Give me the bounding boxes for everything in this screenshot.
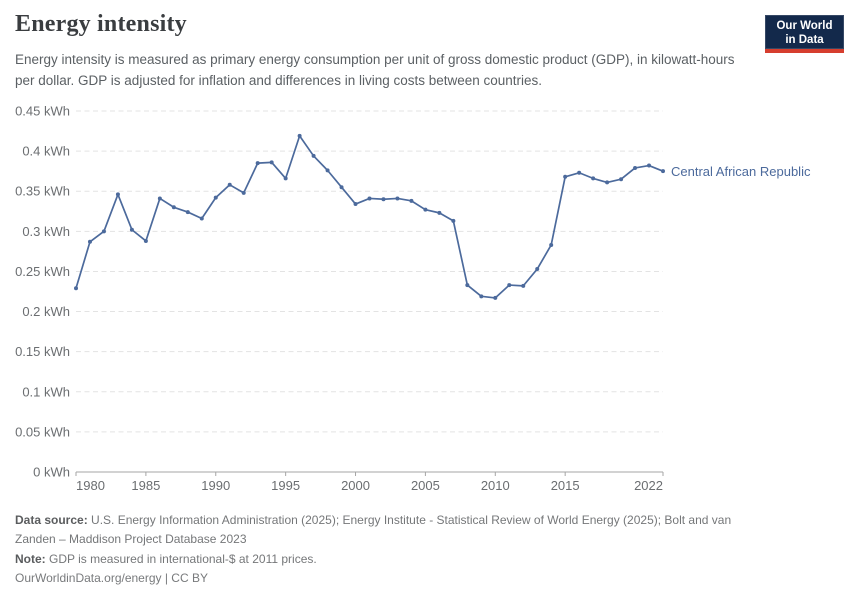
license-link[interactable]: OurWorldinData.org/energy | CC BY: [15, 571, 208, 586]
note-label: Note:: [15, 551, 46, 566]
y-axis-tick-labels: 0 kWh 0.05 kWh 0.1 kWh 0.15 kWh 0.2 kWh 0.25 …: [15, 104, 70, 480]
svg-text:0.4 kWh: 0.4 kWh: [22, 144, 70, 159]
svg-text:0 kWh: 0 kWh: [33, 465, 70, 480]
logo-line-2: in Data: [785, 33, 824, 46]
svg-text:0.45 kWh: 0.45 kWh: [15, 104, 70, 119]
data-source-text: U.S. Energy Information Administration (…: [15, 513, 732, 547]
svg-text:1995: 1995: [271, 478, 300, 493]
svg-text:0.2 kWh: 0.2 kWh: [22, 304, 70, 319]
svg-text:1985: 1985: [131, 478, 160, 493]
svg-text:0.25 kWh: 0.25 kWh: [15, 264, 70, 279]
svg-text:0.3 kWh: 0.3 kWh: [22, 224, 70, 239]
note-line: Note: GDP is measured in international-$…: [15, 550, 775, 569]
series-label-central-african-republic[interactable]: Central African Republic: [671, 164, 811, 179]
svg-text:2010: 2010: [481, 478, 510, 493]
note-text: GDP is measured in international-$ at 20…: [45, 551, 317, 566]
series-central-african-republic[interactable]: [74, 133, 665, 300]
svg-text:0.15 kWh: 0.15 kWh: [15, 344, 70, 359]
svg-text:2015: 2015: [551, 478, 580, 493]
x-axis: 1980 1985 1990 1995 2000 2005 2010 2015 2022: [75, 471, 664, 493]
svg-text:1980: 1980: [76, 478, 105, 493]
svg-text:0.1 kWh: 0.1 kWh: [22, 384, 70, 399]
data-source-label: Data source:: [15, 513, 88, 527]
chart-subtitle: Energy intensity is measured as primary …: [15, 52, 735, 88]
svg-text:0.35 kWh: 0.35 kWh: [15, 184, 70, 199]
page-title: Energy intensity: [15, 11, 187, 37]
chart-footer: Data source: U.S. Energy Information Adm…: [15, 511, 775, 589]
y-gridlines: [76, 110, 663, 433]
svg-text:1990: 1990: [201, 478, 230, 493]
svg-text:0.05 kWh: 0.05 kWh: [15, 424, 70, 439]
logo-line-1: Our World: [776, 20, 833, 32]
data-source-line: Data source: U.S. Energy Information Adm…: [15, 511, 775, 550]
svg-text:2000: 2000: [341, 478, 370, 493]
svg-text:2022: 2022: [634, 478, 663, 493]
owid-logo[interactable]: Our World in Data: [765, 15, 844, 53]
svg-text:2005: 2005: [411, 478, 440, 493]
